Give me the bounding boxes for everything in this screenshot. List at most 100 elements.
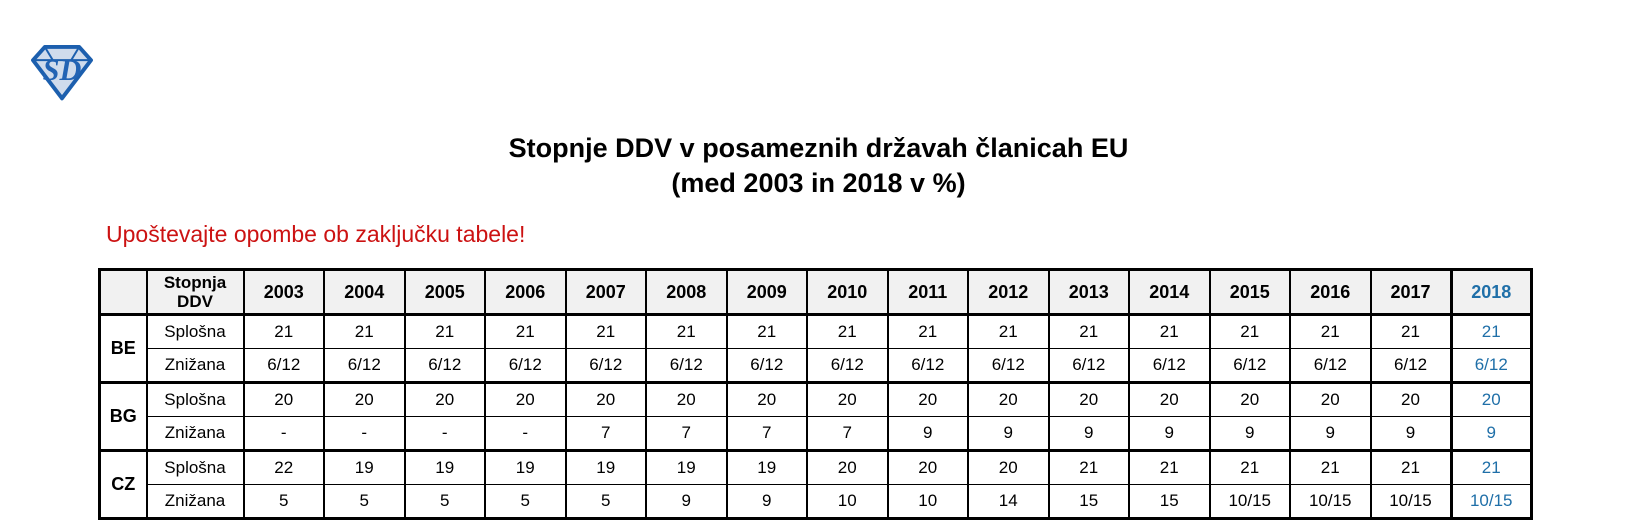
page-title: Stopnje DDV v posameznih državah članica…	[0, 131, 1637, 201]
vat-value-cell: 21	[1449, 313, 1533, 349]
vat-value-cell: 9	[1047, 416, 1130, 451]
year-header-2010: 2010	[806, 269, 889, 316]
diamond-gem-icon: SD	[31, 44, 93, 101]
rate-type-label: Splošna	[145, 449, 245, 485]
vat-value-cell: -	[484, 416, 567, 451]
vat-value-cell: 20	[564, 381, 647, 417]
vat-value-cell: 21	[1208, 449, 1291, 485]
vat-value-cell: 6/12	[484, 348, 567, 383]
vat-value-cell: 6/12	[1369, 348, 1452, 383]
vat-value-cell: 21	[1047, 449, 1130, 485]
vat-value-cell: 21	[1128, 449, 1211, 485]
vat-value-cell: 10/15	[1449, 484, 1533, 519]
vat-value-cell: 20	[484, 381, 567, 417]
vat-value-cell: 19	[484, 449, 567, 485]
year-header-2011: 2011	[886, 269, 969, 316]
vat-value-cell: 9	[967, 416, 1050, 451]
vat-value-cell: 7	[806, 416, 889, 451]
vat-value-cell: 19	[403, 449, 486, 485]
vat-value-cell: 6/12	[967, 348, 1050, 383]
vat-value-cell: 20	[645, 381, 728, 417]
vat-value-cell: 19	[323, 449, 406, 485]
vat-value-cell: 21	[323, 313, 406, 349]
country-code-be: BE	[98, 313, 148, 383]
rate-type-label: Splošna	[145, 313, 245, 349]
vat-value-cell: 21	[1128, 313, 1211, 349]
year-header-2014: 2014	[1128, 269, 1211, 316]
vat-value-cell: 21	[484, 313, 567, 349]
vat-value-cell: 5	[403, 484, 486, 519]
vat-value-cell: 20	[323, 381, 406, 417]
year-header-2015: 2015	[1208, 269, 1291, 316]
vat-value-cell: 20	[806, 449, 889, 485]
country-code-bg: BG	[98, 381, 148, 451]
vat-value-cell: 6/12	[886, 348, 969, 383]
vat-value-cell: 6/12	[1449, 348, 1533, 383]
vat-value-cell: 9	[725, 484, 808, 519]
vat-value-cell: 20	[725, 381, 808, 417]
vat-value-cell: 20	[967, 449, 1050, 485]
vat-value-cell: 22	[242, 449, 325, 485]
year-header-2008: 2008	[645, 269, 728, 316]
vat-value-cell: 5	[323, 484, 406, 519]
page-title-line2: (med 2003 in 2018 v %)	[671, 168, 966, 198]
vat-value-cell: 5	[242, 484, 325, 519]
year-header-2007: 2007	[564, 269, 647, 316]
table-header-row: Stopnja DDV 2003 2004 2005 2006 2007 2008 2009…	[98, 269, 1533, 316]
vat-value-cell: 9	[645, 484, 728, 519]
vat-value-cell: 20	[1128, 381, 1211, 417]
logo-letters: SD	[43, 53, 82, 87]
year-header-2012: 2012	[967, 269, 1050, 316]
vat-value-cell: 20	[886, 449, 969, 485]
vat-value-cell: 20	[1047, 381, 1130, 417]
vat-value-cell: -	[242, 416, 325, 451]
vat-value-cell: 6/12	[323, 348, 406, 383]
vat-value-cell: 5	[564, 484, 647, 519]
year-header-2003: 2003	[242, 269, 325, 316]
rate-type-label: Znižana	[145, 348, 245, 383]
vat-value-cell: 10	[806, 484, 889, 519]
table-row-be-general: BE Splošna 21 21 21 21 21 21 21 21 21 21 21 21 21 21 21 2…	[98, 313, 1533, 383]
vat-value-cell: 9	[1369, 416, 1452, 451]
vat-value-cell: 10/15	[1208, 484, 1291, 519]
vat-value-cell: 21	[1289, 449, 1372, 485]
vat-value-cell: 6/12	[1289, 348, 1372, 383]
rate-type-label: Znižana	[145, 484, 245, 519]
vat-value-cell: -	[403, 416, 486, 451]
rate-type-label: Znižana	[145, 416, 245, 451]
vat-value-cell: 7	[645, 416, 728, 451]
vat-value-cell: 21	[806, 313, 889, 349]
vat-value-cell: 21	[1289, 313, 1372, 349]
vat-value-cell: 6/12	[1208, 348, 1291, 383]
vat-value-cell: 21	[564, 313, 647, 349]
page-title-line1: Stopnje DDV v posameznih državah članica…	[508, 133, 1129, 163]
vat-value-cell: 19	[645, 449, 728, 485]
vat-value-cell: 15	[1128, 484, 1211, 519]
vat-value-cell: 9	[886, 416, 969, 451]
vat-value-cell: -	[323, 416, 406, 451]
vat-value-cell: 6/12	[806, 348, 889, 383]
vat-value-cell: 9	[1128, 416, 1211, 451]
table-corner-cell	[98, 269, 148, 316]
vat-value-cell: 21	[967, 313, 1050, 349]
vat-rates-table: Stopnja DDV 2003 2004 2005 2006 2007 2008 2009…	[98, 268, 1533, 520]
vat-value-cell: 9	[1289, 416, 1372, 451]
year-header-2013: 2013	[1047, 269, 1130, 316]
vat-value-cell: 7	[564, 416, 647, 451]
vat-value-cell: 20	[1208, 381, 1291, 417]
table-row-be-reduced: Znižana 6/12 6/12 6/12 6/12 6/12 6/12 6/12 6/12 6…	[100, 348, 1533, 383]
vat-value-cell: 21	[1369, 313, 1452, 349]
table-row-bg-general: BG Splošna 20 20 20 20 20 20 20 20 20 20 20 20 20 20 20 2…	[98, 381, 1533, 451]
vat-value-cell: 20	[403, 381, 486, 417]
vat-value-cell: 6/12	[242, 348, 325, 383]
notes-warning-text: Upoštevajte opombe ob zaključku tabele!	[106, 221, 526, 247]
table-row-cz-general: CZ Splošna 22 19 19 19 19 19 19 20 20 20 21 21 21 21 21 2…	[98, 449, 1533, 519]
rate-type-header: Stopnja DDV	[145, 269, 245, 316]
table-row-cz-reduced: Znižana 5 5 5 5 5 9 9 10 10 14 15 15 10/15 10/15 10/15 1…	[100, 484, 1533, 519]
vat-value-cell: 7	[725, 416, 808, 451]
vat-value-cell: 20	[967, 381, 1050, 417]
vat-value-cell: 14	[967, 484, 1050, 519]
vat-value-cell: 6/12	[403, 348, 486, 383]
year-header-2018: 2018	[1449, 269, 1533, 316]
vat-value-cell: 15	[1047, 484, 1130, 519]
